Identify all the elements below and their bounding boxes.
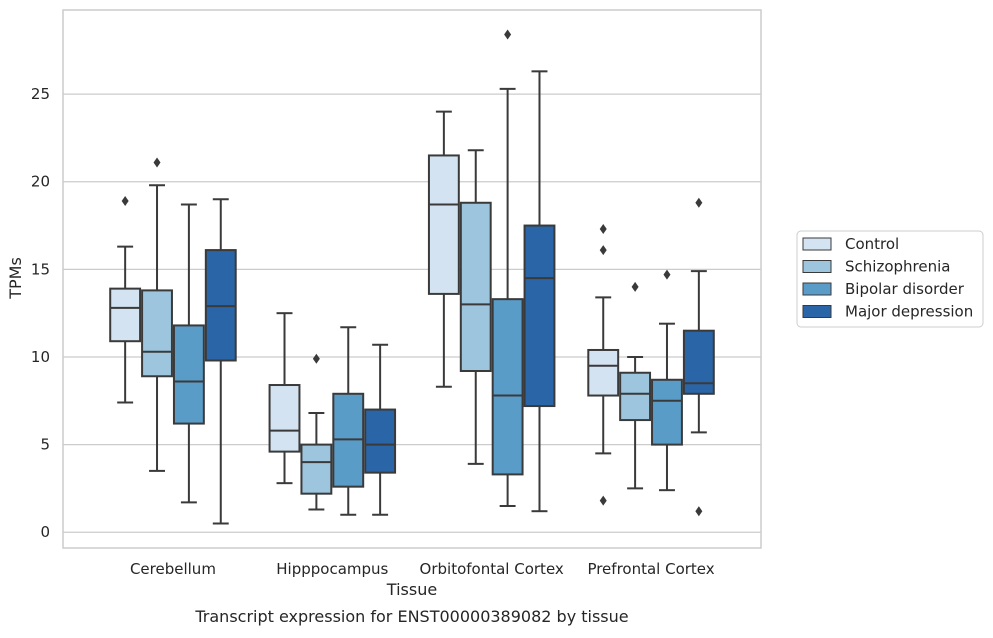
legend-swatch bbox=[802, 305, 832, 318]
y-tick-label: 10 bbox=[31, 348, 50, 366]
x-tick-label: Orbitofontal Cortex bbox=[420, 560, 564, 578]
chart-caption: Transcript expression for ENST0000038908… bbox=[194, 607, 628, 626]
iqr-box bbox=[587, 348, 620, 397]
box-major-depression bbox=[682, 197, 715, 517]
box-control bbox=[587, 224, 620, 506]
box-bipolar-disorder bbox=[491, 29, 524, 507]
outlier-marker bbox=[695, 197, 703, 208]
y-tick-label: 5 bbox=[40, 436, 50, 454]
box-bipolar-disorder bbox=[172, 203, 205, 504]
iqr-box bbox=[427, 154, 460, 295]
box-major-depression bbox=[523, 70, 556, 513]
plot-frame bbox=[62, 9, 762, 549]
legend-swatch bbox=[802, 237, 832, 251]
iqr-box bbox=[619, 371, 652, 422]
y-tick-labels: 0 5 10 15 20 25 bbox=[31, 85, 50, 541]
outlier-marker bbox=[153, 157, 161, 168]
y-axis-label: TPMs bbox=[6, 257, 25, 300]
outlier-marker bbox=[663, 269, 671, 280]
iqr-box bbox=[523, 224, 556, 408]
box-major-depression bbox=[204, 198, 237, 525]
outlier-marker bbox=[599, 245, 607, 256]
outlier-marker bbox=[599, 495, 607, 506]
iqr-box bbox=[682, 329, 715, 395]
box-bipolar-disorder bbox=[332, 326, 365, 516]
iqr-box bbox=[109, 287, 142, 343]
x-tick-labels: Cerebellum Hipppocampus Orbitofontal Corte… bbox=[130, 560, 715, 578]
iqr-box bbox=[268, 384, 301, 453]
iqr-box bbox=[172, 324, 205, 425]
iqr-box bbox=[491, 298, 524, 476]
outlier-marker bbox=[312, 353, 320, 364]
iqr-box bbox=[651, 378, 683, 446]
box-major-depression bbox=[364, 343, 397, 516]
box-control bbox=[427, 110, 460, 388]
box-schizophrenia bbox=[141, 157, 173, 472]
box-schizophrenia bbox=[459, 149, 492, 465]
y-tick-label: 25 bbox=[31, 85, 50, 103]
legend-swatch bbox=[802, 282, 832, 296]
outlier-marker bbox=[695, 506, 703, 517]
legend-label: Major depression bbox=[845, 303, 973, 321]
iqr-box bbox=[300, 443, 333, 495]
x-tick-label: Prefrontal Cortex bbox=[587, 560, 714, 578]
iqr-box bbox=[141, 289, 173, 378]
x-tick-label: Cerebellum bbox=[130, 560, 216, 578]
legend-label: Bipolar disorder bbox=[845, 280, 965, 298]
box-bipolar-disorder bbox=[651, 269, 683, 492]
box-control bbox=[109, 196, 142, 404]
y-tick-label: 0 bbox=[40, 523, 50, 541]
iqr-box bbox=[364, 408, 397, 474]
box-schizophrenia bbox=[619, 281, 652, 490]
legend-label: Schizophrenia bbox=[845, 258, 950, 276]
iqr-box bbox=[459, 201, 492, 373]
legend-label: Control bbox=[845, 235, 899, 253]
boxes-layer bbox=[109, 29, 715, 525]
legend: Control Schizophrenia Bipolar disorder Majo… bbox=[796, 230, 984, 328]
outlier-marker bbox=[121, 196, 129, 207]
outlier-marker bbox=[599, 224, 607, 235]
y-tick-label: 15 bbox=[31, 260, 50, 278]
box-schizophrenia bbox=[300, 353, 333, 511]
outlier-marker bbox=[504, 29, 512, 40]
outlier-marker bbox=[631, 281, 639, 292]
legend-swatch bbox=[802, 260, 832, 273]
x-tick-label: Hipppocampus bbox=[276, 560, 388, 578]
box-control bbox=[268, 312, 301, 485]
y-tick-label: 20 bbox=[31, 173, 50, 191]
legend-frame bbox=[796, 230, 984, 328]
x-axis-label: Tissue bbox=[386, 580, 437, 599]
